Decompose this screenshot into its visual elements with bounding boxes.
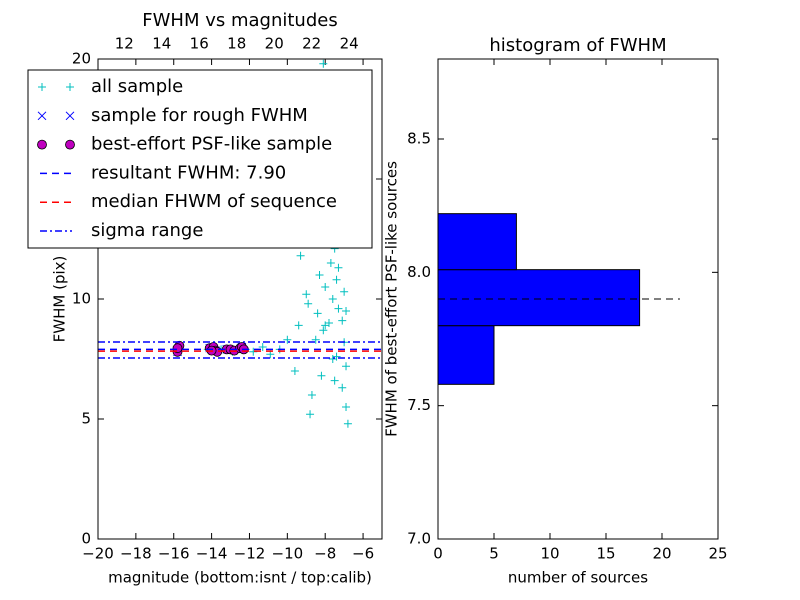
- y-tick-label: 10: [72, 290, 91, 308]
- plus-marker: [343, 419, 352, 428]
- plus-marker: [311, 335, 320, 344]
- top-tick-label: 12: [115, 35, 134, 53]
- x-marker: [37, 111, 47, 121]
- circle-marker: [65, 139, 75, 150]
- top-tick-label: 18: [227, 35, 246, 53]
- x-tick-label: −18: [120, 545, 152, 563]
- plot-frame: [437, 58, 719, 540]
- circle-marker: [37, 139, 47, 150]
- y-tick-label: 5: [81, 410, 91, 428]
- plus-marker: [302, 290, 311, 299]
- legend-label: median FHWM of sequence: [91, 191, 337, 212]
- x-tick-label: −10: [272, 545, 304, 563]
- x-axis-label: magnitude (bottom:isnt / top:calib): [108, 569, 372, 587]
- y-tick-label: 8.5: [407, 130, 431, 148]
- legend-label: sample for rough FWHM: [91, 105, 308, 126]
- x-tick-label: −14: [196, 545, 228, 563]
- y-axis-label: FWHM of best-effort PSF-like sources: [383, 161, 401, 437]
- plus-marker: [338, 316, 347, 325]
- plus-marker: [283, 335, 292, 344]
- legend: all sample sample for rough FWHM best-effo…: [27, 69, 373, 249]
- plus-marker: [319, 326, 328, 335]
- plus-marker: [340, 287, 349, 296]
- x-tick-label: −16: [158, 545, 190, 563]
- plus-marker: [328, 295, 337, 303]
- x-tick-label: −6: [352, 545, 374, 563]
- plus-marker: [334, 263, 343, 272]
- chart-title: histogram of FWHM: [489, 35, 666, 56]
- top-tick-label: 24: [340, 35, 359, 53]
- plus-marker: [306, 410, 315, 419]
- plus-marker: [321, 283, 330, 291]
- plus-marker: [338, 383, 347, 392]
- plus-marker: [315, 271, 324, 279]
- legend-label: best-effort PSF-like sample: [91, 134, 332, 155]
- top-tick-label: 14: [152, 35, 171, 53]
- legend-box: [27, 69, 373, 249]
- y-tick-label: 20: [72, 50, 91, 68]
- plus-marker: [332, 275, 341, 284]
- hist-bar: [437, 213, 517, 271]
- plus-marker: [342, 403, 351, 411]
- plus-marker: [296, 251, 305, 260]
- plus-marker: [334, 304, 343, 313]
- top-tick-label: 20: [265, 35, 284, 53]
- x-axis-label: number of sources: [508, 569, 648, 587]
- plot-frame: [97, 58, 383, 540]
- y-tick-label: 7.0: [407, 530, 431, 548]
- plus-marker: [342, 307, 351, 315]
- x-tick-label: −12: [234, 545, 266, 563]
- x-marker: [65, 111, 75, 121]
- plus-marker: [326, 259, 335, 267]
- plus-marker: [342, 362, 351, 371]
- x-tick-label: 5: [489, 545, 499, 563]
- plus-marker: [330, 376, 339, 385]
- legend-label: all sample: [91, 76, 183, 97]
- plus-marker: [319, 59, 328, 68]
- legend-label: resultant FWHM: 7.90: [91, 162, 286, 183]
- legend-label: sigma range: [91, 220, 203, 241]
- x-tick-label: −8: [314, 545, 336, 563]
- x-tick-label: 0: [433, 545, 443, 563]
- plus-marker: [38, 83, 46, 91]
- y-tick-label: 8.0: [407, 263, 431, 281]
- x-tick-label: 15: [596, 545, 615, 563]
- plus-marker: [317, 371, 326, 380]
- x-tick-label: 25: [708, 545, 727, 563]
- plus-marker: [313, 309, 322, 318]
- top-tick-label: 16: [190, 35, 209, 53]
- plus-marker: [290, 367, 299, 375]
- y-tick-label: 0: [81, 530, 91, 548]
- x-tick-label: −20: [82, 545, 114, 563]
- plus-marker: [332, 352, 341, 361]
- hist-bar: [437, 325, 495, 385]
- top-tick-label: 22: [302, 35, 321, 53]
- plus-marker: [307, 391, 316, 399]
- y-axis-label: FWHM (pix): [51, 256, 69, 343]
- plus-marker: [321, 321, 330, 330]
- plus-marker: [294, 321, 303, 330]
- hist-bar: [437, 269, 641, 327]
- x-tick-label: 10: [540, 545, 559, 563]
- plus-marker: [304, 299, 313, 308]
- y-tick-label: 7.5: [407, 396, 431, 414]
- x-tick-label: 20: [652, 545, 671, 563]
- chart-title: FWHM vs magnitudes: [142, 10, 337, 31]
- plus-marker: [258, 343, 267, 351]
- plus-marker: [66, 83, 74, 91]
